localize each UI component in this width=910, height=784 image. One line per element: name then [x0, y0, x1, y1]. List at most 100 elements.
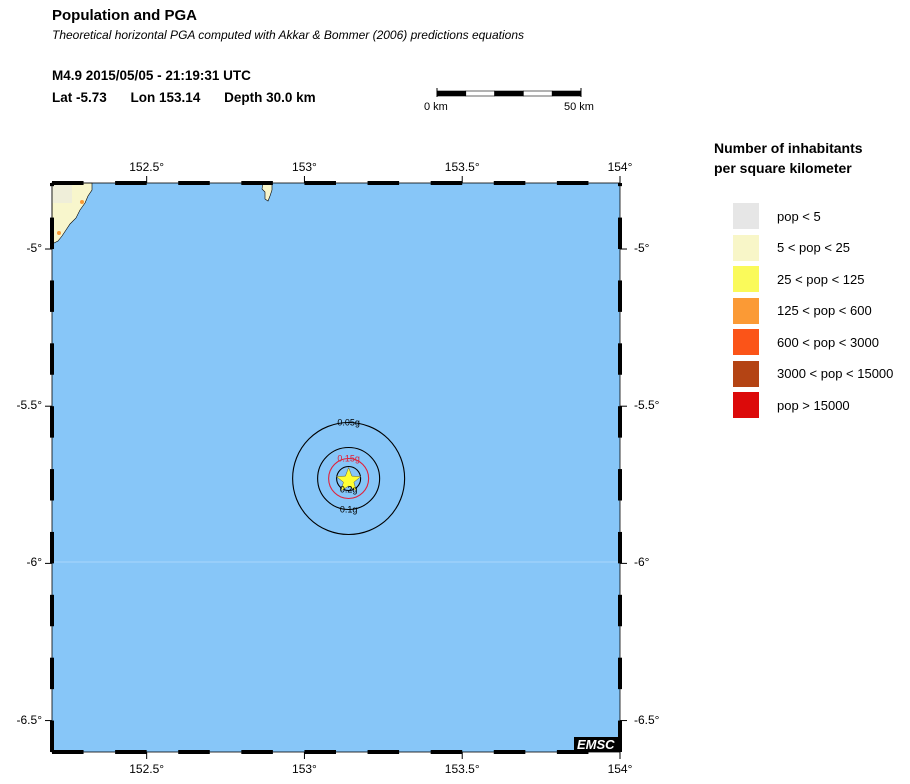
legend-swatch [733, 266, 759, 292]
frame-segment [618, 217, 622, 250]
frame-segment [367, 181, 400, 185]
sea [52, 183, 620, 752]
pop-marker [80, 200, 84, 204]
legend-label: 600 < pop < 3000 [777, 334, 879, 350]
pop-marker [57, 231, 61, 235]
legend-item: pop > 15000 [733, 392, 850, 418]
x-tick-label-top: 153° [292, 160, 317, 174]
event-lon: Lon 153.14 [130, 90, 201, 105]
frame-segment [178, 181, 210, 185]
frame-segment [618, 657, 622, 690]
frame-segment [50, 531, 54, 564]
frame-segment [52, 181, 84, 185]
scale-bar [436, 88, 582, 97]
map-frame [50, 181, 622, 754]
scale-segment [465, 90, 495, 97]
frame-segment [618, 406, 622, 438]
frame-segment [241, 750, 273, 754]
legend-item: 600 < pop < 3000 [733, 329, 879, 355]
pga-contour-label: 0.1g [340, 505, 358, 515]
frame-segment [50, 343, 54, 375]
legend-title-line1: Number of inhabitants [714, 140, 863, 156]
x-tick-label-top: 154° [607, 160, 633, 174]
legend-swatch [733, 203, 759, 229]
x-tick-label-bottom: 152.5° [129, 762, 165, 776]
frame-segment [304, 750, 336, 754]
frame-segment [50, 657, 54, 690]
frame-segment [367, 750, 400, 754]
frame-segment [618, 183, 622, 187]
map-ticks [45, 176, 627, 759]
frame-segment [52, 750, 84, 754]
emsc-logo: EMSC [574, 737, 618, 752]
epicenter-star-icon [335, 466, 362, 492]
x-tick-label-bottom: 154° [607, 762, 633, 776]
frame-segment [50, 280, 54, 312]
scale-start-label: 0 km [424, 101, 448, 113]
pga-contours: 0.05g 0.1g 0.15g 0.2g [292, 418, 406, 536]
x-tick-label-bottom: 153° [292, 762, 317, 776]
frame-segment [430, 750, 463, 754]
pga-contour-0.05g [292, 421, 406, 536]
land-island [261, 182, 273, 202]
y-tick-label-left: -5° [26, 241, 42, 256]
frame-segment [50, 469, 54, 501]
event-location: Lat -5.73 Lon 153.14 Depth 30.0 km [52, 90, 336, 105]
frame-segment [241, 181, 273, 185]
frame-segment [618, 469, 622, 501]
frame-segment [50, 720, 54, 752]
event-info: M4.9 2015/05/05 - 21:19:31 UTC [52, 68, 251, 83]
frame-segment [556, 181, 589, 185]
y-tick-label-right: -5.5° [634, 398, 660, 413]
y-tick-label-left: -6.5° [16, 712, 42, 727]
y-tick-label-left: -5.5° [16, 398, 42, 413]
legend-label: pop < 5 [777, 208, 821, 224]
legend-item: pop < 5 [733, 203, 821, 229]
map-subtitle: Theoretical horizontal PGA computed with… [52, 28, 525, 42]
legend-item: 25 < pop < 125 [733, 266, 864, 292]
x-tick-label-bottom: 153.5° [444, 762, 480, 776]
legend-label: 5 < pop < 25 [777, 240, 851, 255]
event-depth: Depth 30.0 km [224, 90, 316, 105]
pga-contour-label: 0.15g [337, 454, 360, 464]
frame-segment [618, 594, 622, 627]
legend-swatch [733, 329, 759, 355]
frame-segment [50, 183, 54, 187]
legend-swatch [733, 392, 759, 418]
frame-segment [430, 181, 463, 185]
scale-segment [551, 90, 582, 97]
legend-title: Number of inhabitants per square kilomet… [714, 138, 863, 178]
frame-segment [115, 750, 147, 754]
scale-segment [436, 90, 467, 97]
legend-item: 3000 < pop < 15000 [733, 360, 894, 387]
frame-segment [50, 594, 54, 627]
scale-segment [494, 90, 524, 97]
frame-segment [115, 181, 147, 185]
scale-segment [523, 90, 553, 97]
y-tick-label-right: -5° [634, 241, 650, 256]
legend-label: 25 < pop < 125 [777, 271, 865, 287]
frame-segment [618, 343, 622, 375]
frame-segment [304, 181, 336, 185]
x-tick-label-top: 152.5° [129, 160, 165, 174]
legend-label: 3000 < pop < 15000 [777, 366, 894, 381]
scale-end-label: 50 km [564, 101, 594, 113]
y-tick-label-right: -6° [634, 555, 650, 570]
frame-segment [618, 280, 622, 312]
legend-item: 5 < pop < 25 [733, 234, 851, 261]
frame-segment [50, 406, 54, 438]
frame-segment [493, 750, 526, 754]
legend-swatch [733, 234, 759, 261]
event-lat: Lat -5.73 [52, 90, 107, 105]
frame-segment [50, 217, 54, 250]
pga-contour-0.2g [336, 465, 362, 492]
legend-item: 125 < pop < 600 [733, 297, 872, 324]
x-tick-label-top: 153.5° [444, 160, 480, 174]
frame-segment [178, 750, 210, 754]
land-low-pop [52, 183, 72, 203]
map-title: Population and PGA [52, 7, 197, 24]
legend-label: pop > 15000 [777, 397, 850, 413]
pga-contour-label: 0.05g [337, 418, 360, 428]
pga-contour-0.15g [328, 457, 370, 500]
